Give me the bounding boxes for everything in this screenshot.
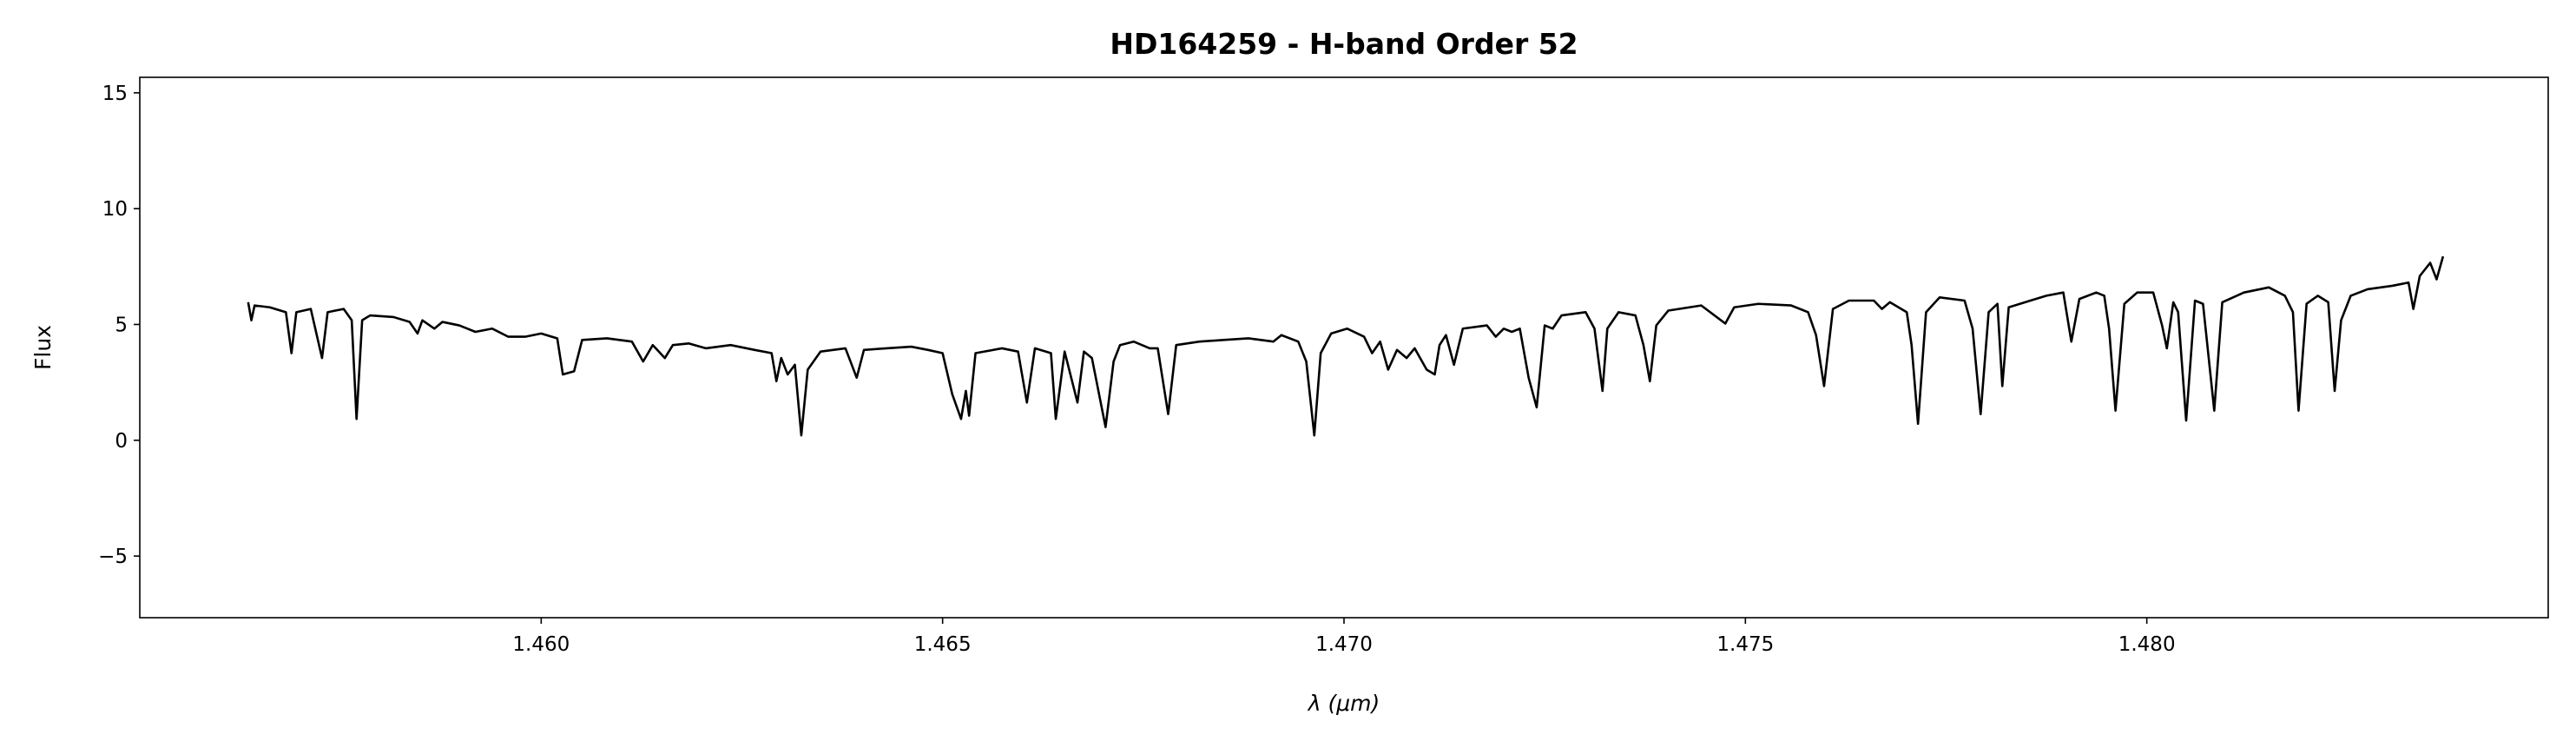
x-tick-label: 1.460 — [512, 633, 570, 656]
x-tick-label: 1.470 — [1315, 633, 1373, 656]
chart-title: HD164259 - H-band Order 52 — [1110, 27, 1578, 61]
y-tick-label: 15 — [102, 83, 128, 105]
x-tick-label: 1.465 — [914, 633, 972, 656]
x-tick-label: 1.475 — [1716, 633, 1774, 656]
spectrum-line — [247, 255, 2445, 437]
x-tick-label: 1.480 — [2118, 633, 2176, 656]
plot-frame — [139, 76, 2549, 619]
y-axis-label: Flux — [30, 325, 56, 370]
y-tick-label: 5 — [115, 314, 128, 336]
y-tick-label: 10 — [102, 198, 128, 221]
x-axis-label: λ (μm) — [1307, 691, 1380, 716]
y-tick-label: −5 — [98, 546, 128, 568]
y-tick-label: 0 — [115, 430, 128, 453]
